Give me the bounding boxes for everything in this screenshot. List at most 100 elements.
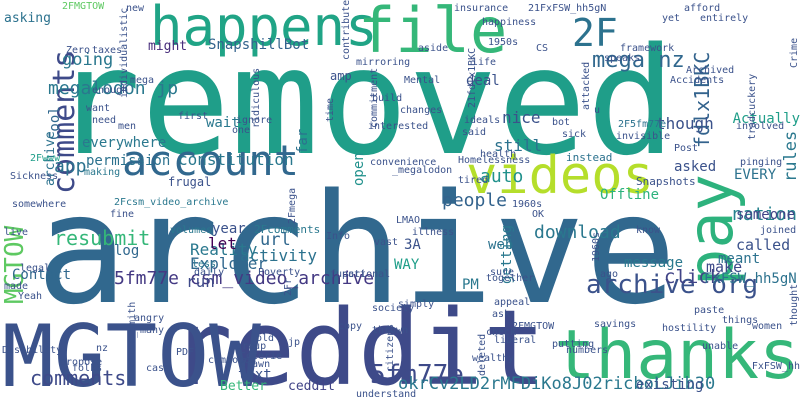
word-cloud-word: archive [36,161,677,338]
word-cloud-word: 5fm77e csm_video_archive [114,268,375,289]
word-cloud-word: paste [694,305,725,316]
word-cloud-word: 2F [572,11,618,55]
word-cloud-word: _megalodon [392,165,453,176]
word-cloud-word: part [342,269,367,280]
word-cloud-word: speaks [604,53,641,64]
word-cloud-word: ideals [464,115,501,126]
word-cloud-word: wealthy [472,353,515,364]
word-cloud-word: amp [330,69,352,83]
word-cloud-word: Poverty [258,267,301,278]
word-cloud-word: account [122,136,300,185]
word-cloud-word: though [656,114,714,133]
word-cloud-word: time [325,97,336,122]
word-cloud-word: let [208,234,237,253]
word-cloud-word: daily [194,267,225,278]
word-cloud-word: deal [466,73,500,89]
word-cloud-word: involved [736,121,785,132]
word-cloud-word: contribute [341,0,352,61]
word-cloud-word: still [494,136,543,155]
word-cloud-word: society [372,303,415,314]
word-cloud-word: removed [52,16,676,188]
word-cloud-word: file [358,0,508,67]
word-cloud-word: group [236,341,267,352]
word-cloud-word: drawn [240,359,271,370]
word-cloud-word: life [472,57,497,68]
word-cloud-word: liberal [494,335,537,346]
word-cloud-word: tired [458,175,489,186]
word-cloud-word: Archived [686,65,735,76]
word-cloud-word: understand [356,389,417,400]
word-cloud-word: u [594,105,601,116]
word-cloud-word: attacked [581,61,592,110]
word-cloud-word: open [351,152,367,186]
word-cloud-word: Contact [12,267,72,283]
word-cloud-word: PM [462,277,479,293]
word-cloud-word: first [178,111,209,122]
word-cloud-word: nice [502,108,541,127]
word-cloud-word: fine [110,209,135,220]
word-cloud-word: angry [134,313,165,324]
word-cloud-word: 2Fmega [287,187,298,224]
word-cloud-word: 5fm77e [370,360,464,390]
word-cloud-word: MGTOW [2,307,261,400]
word-cloud-word: 2FMGTOW [62,1,105,12]
word-cloud-word: enough [92,85,129,96]
word-cloud-word: 1960s [512,199,543,210]
word-cloud-word: copy [338,321,363,332]
word-cloud-word: Sickness [10,171,59,182]
word-cloud-word: make [706,258,743,276]
word-cloud-word: meant [718,251,761,267]
word-cloud-word: entirely [700,13,749,24]
word-cloud-word: happens [150,0,378,58]
word-cloud-word: compose [208,355,251,366]
word-cloud-word: 1950s [488,37,519,48]
word-cloud-word: framework [620,43,675,54]
word-cloud-word: 2F5fm77e [618,119,667,130]
word-cloud-word: might [148,39,188,54]
word-cloud-word: everywhere [82,135,167,151]
word-cloud-word: text [238,367,272,383]
word-cloud-word: somewhere [12,199,67,210]
word-cloud-word: commitment [369,67,380,128]
word-cloud-word: one [232,125,251,136]
word-cloud-word: men [118,121,137,132]
word-cloud-word: SnapshillBot [208,37,310,53]
word-cloud-word: download [534,222,621,243]
word-cloud-word: women [752,321,783,332]
word-cloud-word: things [722,315,759,326]
word-cloud-word: live [4,227,29,238]
word-cloud-word: LMAO [396,215,421,226]
word-cloud-word: reddit [170,287,546,400]
word-cloud-word: together [486,273,535,284]
word-cloud-word: 21FxFSW_hh5gN [528,3,607,14]
word-cloud-word: going [62,50,114,70]
word-cloud-word: check [486,327,517,338]
word-cloud-word: constitution [178,150,294,169]
word-cloud-word: interested [368,121,429,132]
word-cloud-word: Info [326,231,351,242]
word-cloud-word: functional [330,269,391,280]
word-cloud-word: instead [566,151,613,164]
word-cloud-word: archive org [586,270,759,300]
word-cloud-word: rules [781,130,800,182]
word-cloud-word: old [256,333,275,344]
word-cloud-word: Post [674,143,699,154]
word-cloud-word: Zero [66,45,91,56]
word-cloud-word: FxFSW_hh5gN [704,271,797,287]
word-cloud-word: thrown [372,325,409,336]
word-cloud-word: okrCv2LD2rMFDiKo8J02ricboLJib30 [398,374,716,394]
word-cloud-word: joined [760,225,797,236]
word-cloud-word: know [636,225,661,236]
word-cloud-word: illness [412,227,455,238]
word-cloud-word: thought [789,283,800,326]
word-cloud-word: new [126,3,145,14]
word-cloud-word: afford [684,3,721,14]
word-cloud-word: many [140,325,165,336]
word-cloud-word: asked [674,159,717,175]
word-cloud-word: EVERY [734,167,777,183]
word-cloud-word: yet [662,13,681,24]
word-cloud-word: 2Fr [283,277,294,296]
word-cloud-word: jp [288,337,301,348]
word-cloud-word: megalodon jp [48,78,179,99]
